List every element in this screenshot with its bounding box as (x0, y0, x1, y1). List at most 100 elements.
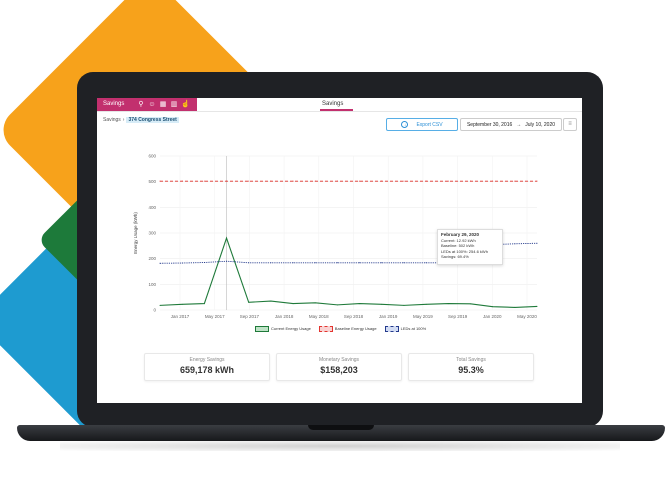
export-csv-button[interactable]: ↓ Export CSV (386, 118, 458, 131)
breadcrumb: Savings › 374 Congress Street (103, 117, 179, 123)
filter-button[interactable]: ≡ (563, 118, 577, 131)
tooltip-current: Current: 12.92 kWh (441, 237, 476, 243)
series-leds-point (536, 242, 538, 244)
breadcrumb-root[interactable]: Savings (103, 117, 121, 123)
legend-current[interactable]: Current Energy Usage (255, 325, 311, 332)
series-current-energy-point (336, 304, 338, 306)
series-current-energy-point (181, 303, 183, 305)
series-baseline-energy-point (314, 180, 316, 182)
energy-savings-value: 659,178 kWh (179, 365, 235, 375)
chart-tooltip: February 29, 2020 Current: 12.92 kWh Bas… (437, 229, 503, 265)
legend-label-current: Current Energy Usage (271, 326, 311, 331)
series-baseline-energy-point (536, 180, 538, 182)
series-leds-point (159, 262, 161, 264)
y-tick-label: 500 (148, 179, 156, 184)
monetary-savings-card: Monetary Savings $158,203 (276, 353, 402, 381)
series-baseline-energy-point (359, 180, 361, 182)
series-leds-point (359, 262, 361, 264)
brand-bar: Savings ⚲ ☺ ▦ ▥ ☝ (97, 98, 197, 111)
app-screen: Savings ⚲ ☺ ▦ ▥ ☝ Savings Savings › 374 … (97, 98, 582, 403)
tooltip-leds: LEDs at 100%: 254.6 kWh (441, 248, 488, 254)
series-leds-point (226, 260, 228, 262)
y-tick-label: 0 (153, 308, 156, 313)
legend-baseline[interactable]: Baseline Energy Usage (318, 325, 377, 332)
date-start: September 30, 2016 (466, 121, 513, 128)
laptop-shadow (60, 441, 620, 451)
series-current-energy-point (469, 303, 471, 305)
x-tick-label: Sep 2018 (344, 314, 364, 319)
series-leds-point (203, 262, 205, 264)
y-tick-label: 300 (148, 231, 156, 236)
series-leds-point (514, 243, 516, 245)
tooltip-baseline: Baseline: 502 kWh (441, 243, 475, 248)
laptop-base (17, 425, 665, 441)
series-current-energy-point (248, 301, 250, 303)
series-baseline-energy-point (425, 180, 427, 182)
tab-savings[interactable]: Savings (322, 101, 344, 107)
series-leds-point (381, 262, 383, 264)
breadcrumb-current: 374 Congress Street (126, 117, 179, 123)
tooltip-date: February 29, 2020 (441, 232, 480, 237)
hand-icon[interactable]: ☝ (181, 100, 190, 108)
series-leds-point (248, 262, 250, 264)
legend-swatch-leds (384, 325, 399, 332)
y-tick-label: 200 (148, 256, 156, 261)
location-icon[interactable]: ⚲ (138, 100, 144, 108)
series-current-energy-point (292, 303, 294, 305)
user-badge-icon[interactable]: ☺ (148, 100, 156, 108)
series-current-energy-point (536, 305, 538, 307)
series-baseline-energy-point (492, 180, 494, 182)
series-baseline-energy-point (203, 180, 205, 182)
series-current-energy-point (226, 237, 228, 239)
laptop-notch (308, 425, 374, 430)
monetary-savings-label: Monetary Savings (318, 357, 360, 363)
summary-cards: Energy Savings 659,178 kWh Monetary Savi… (144, 353, 534, 381)
legend-leds[interactable]: LEDs at 100% (384, 325, 426, 332)
series-baseline-energy-point (447, 180, 449, 182)
series-current-energy-point (314, 302, 316, 304)
series-leds-point (314, 262, 316, 264)
series-current-energy-point (270, 300, 272, 302)
x-tick-label: May 2020 (517, 314, 537, 319)
series-baseline-energy-point (181, 180, 183, 182)
x-tick-label: May 2018 (309, 314, 329, 319)
series-current-energy-point (359, 303, 361, 305)
date-end: July 10, 2020 (525, 121, 556, 128)
series-current-energy-point (425, 303, 427, 305)
total-savings-card: Total Savings 95.3% (408, 353, 534, 381)
series-baseline-energy-point (292, 180, 294, 182)
arrow-right-icon: → (516, 121, 522, 128)
series-baseline-energy-point (469, 180, 471, 182)
y-tick-label: 400 (148, 205, 156, 210)
total-savings-value: 95.3% (458, 365, 484, 375)
series-baseline-energy-point (403, 180, 405, 182)
legend-swatch-baseline (318, 325, 333, 332)
grid-icon[interactable]: ▦ (159, 100, 167, 108)
app-title[interactable]: Savings (103, 101, 125, 107)
y-axis-label: Energy Usage (kWh) (133, 212, 138, 254)
series-baseline-energy-point (381, 180, 383, 182)
x-tick-label: Jan 2018 (275, 314, 294, 319)
legend-swatch-current (255, 325, 269, 332)
series-leds-point (181, 262, 183, 264)
chart-legend: Current Energy Usage Baseline Energy Usa… (255, 325, 426, 332)
download-icon: ↓ (401, 121, 409, 128)
series-baseline-energy-point (226, 180, 228, 182)
total-savings-label: Total Savings (456, 357, 486, 363)
series-leds-point (292, 262, 294, 264)
date-range-picker[interactable]: September 30, 2016 → July 10, 2020 (460, 118, 562, 131)
x-tick-label: Jan 2020 (483, 314, 502, 319)
y-tick-label: 600 (148, 154, 156, 159)
x-tick-label: Jan 2017 (171, 314, 190, 319)
series-current-energy-point (159, 304, 161, 306)
top-navigation-bar: Savings ⚲ ☺ ▦ ▥ ☝ Savings (97, 98, 582, 112)
series-current-energy-point (514, 306, 516, 308)
series-current-energy-point (381, 303, 383, 305)
legend-label-baseline: Baseline Energy Usage (334, 326, 377, 331)
x-tick-label: May 2017 (205, 314, 225, 319)
series-leds-point (425, 262, 427, 264)
building-icon[interactable]: ▥ (170, 100, 178, 108)
series-current-energy (159, 236, 538, 308)
series-baseline-energy-point (270, 180, 272, 182)
series-leds-point (270, 262, 272, 264)
